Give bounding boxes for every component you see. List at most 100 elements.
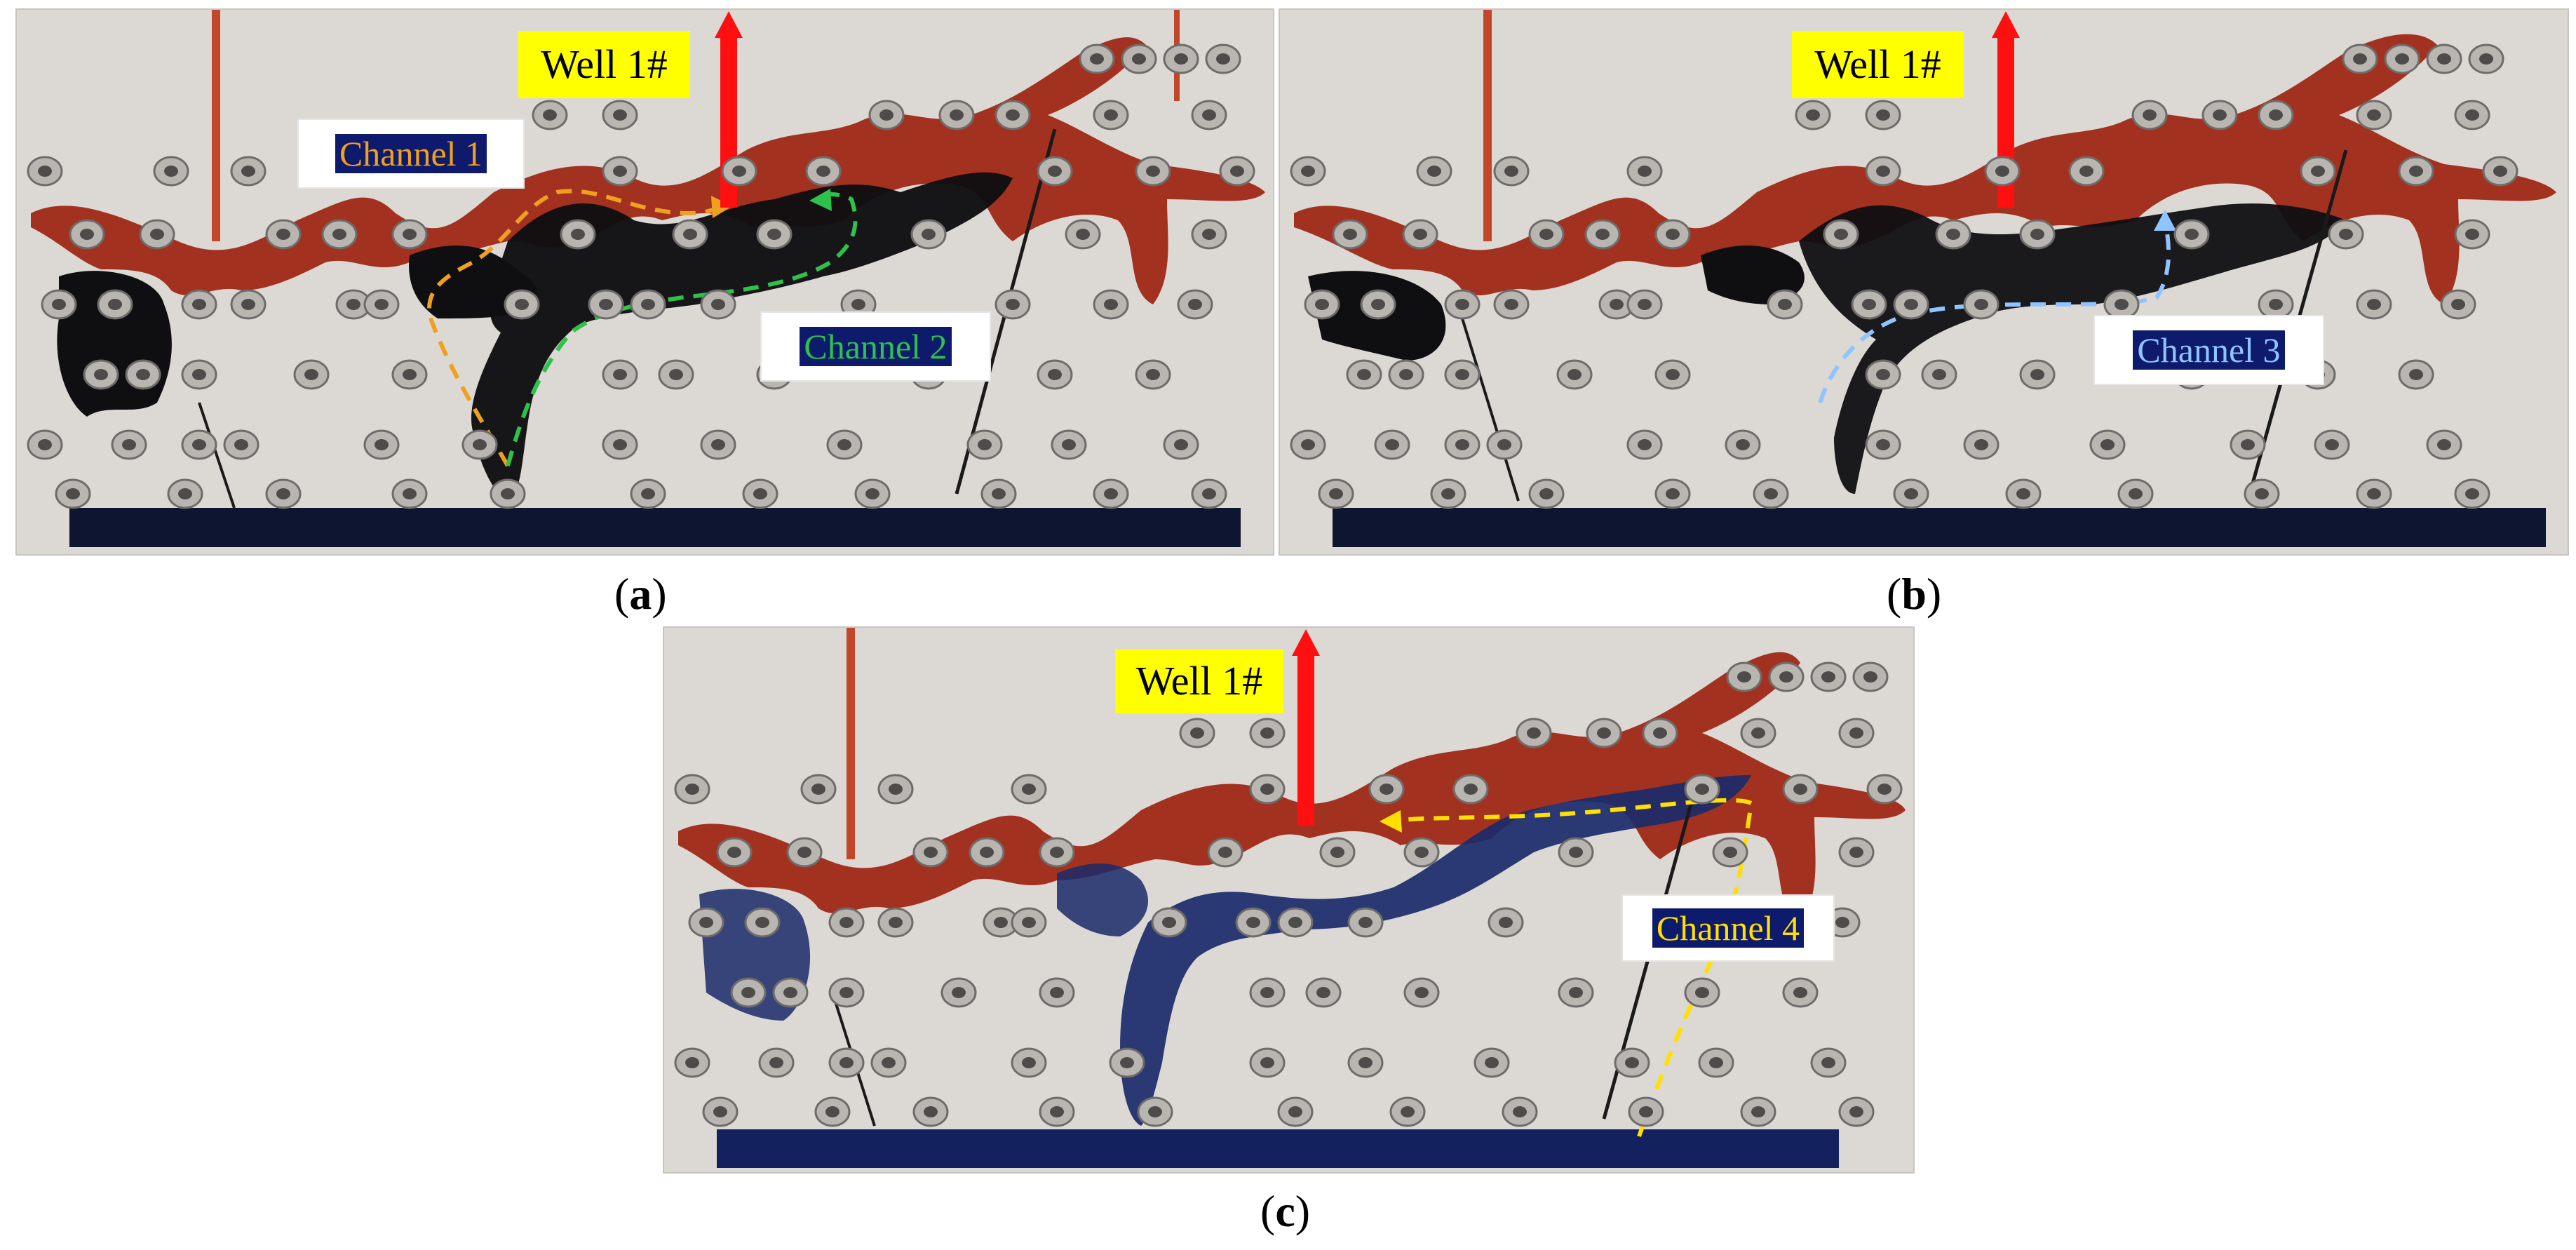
bolt-socket: [1499, 917, 1513, 928]
well-arrow-head: [1292, 629, 1320, 656]
bolt-socket: [1666, 369, 1680, 380]
bolt-socket: [1806, 109, 1820, 121]
bolt-socket: [699, 917, 713, 928]
bolt-socket: [178, 488, 192, 499]
bolt-socket: [403, 369, 417, 380]
panel-a-caption: (a): [614, 569, 667, 619]
bolt-socket: [1148, 1106, 1162, 1117]
bolt-socket: [108, 299, 122, 310]
bolt-socket: [1877, 784, 1891, 795]
bolt-socket: [1779, 671, 1793, 683]
bolt-socket: [839, 987, 854, 998]
bolt-socket: [613, 439, 627, 450]
bolt-socket: [403, 229, 417, 240]
bolt-socket: [1104, 488, 1118, 499]
bolt-socket: [1048, 166, 1062, 177]
bolt-socket: [1120, 1057, 1134, 1068]
bolt-socket: [164, 166, 178, 177]
bolt-socket: [1260, 1057, 1274, 1068]
bolt-socket: [797, 847, 811, 858]
water-region: [1799, 203, 2346, 494]
bolt-socket: [1653, 727, 1667, 739]
bolt-socket: [1050, 987, 1064, 998]
bolt-socket: [683, 229, 697, 240]
bolt-socket: [1146, 166, 1160, 177]
bolt-socket: [685, 1057, 699, 1068]
bolt-socket: [346, 299, 360, 310]
bolt-socket: [2367, 299, 2381, 310]
bolt-socket: [2325, 439, 2339, 450]
bolt-socket: [816, 166, 830, 177]
bolt-socket: [922, 229, 936, 240]
fracture-line: [1461, 318, 1520, 502]
bottom-bar: [1333, 508, 2546, 547]
bolt-socket: [1301, 439, 1315, 450]
bolt-socket: [1835, 917, 1849, 928]
bolt-socket: [304, 369, 318, 380]
panel-a-letter: a: [629, 569, 652, 619]
bolt-socket: [52, 299, 66, 310]
bolt-socket: [711, 439, 725, 450]
bolt-socket: [1455, 439, 1469, 450]
bolt-socket: [713, 1106, 727, 1117]
bolt-socket: [1504, 299, 1518, 310]
bolt-socket: [992, 488, 1006, 499]
bolt-socket: [2395, 53, 2409, 65]
bolt-socket: [1216, 53, 1230, 65]
bolt-socket: [276, 488, 290, 499]
bolt-socket: [2311, 166, 2325, 177]
bolt-socket: [1821, 671, 1835, 683]
bolt-socket: [879, 109, 893, 121]
bolt-socket: [1876, 369, 1890, 380]
bolt-socket: [1834, 229, 1848, 240]
bolt-socket: [613, 109, 627, 121]
panel-b-photo-scene: [1290, 10, 2556, 547]
bolt-socket: [1764, 488, 1778, 499]
bolt-socket: [1188, 299, 1202, 310]
bolt-socket: [851, 299, 865, 310]
channel-2-label-box: Channel 2: [760, 311, 991, 382]
bolt-socket: [150, 229, 164, 240]
bolt-socket: [1146, 369, 1160, 380]
bolt-socket: [38, 439, 52, 450]
well-label-text: Well 1#: [1135, 658, 1263, 704]
bolt-socket: [2409, 166, 2423, 177]
bolt-socket: [755, 917, 769, 928]
bolt-socket: [1202, 109, 1216, 121]
bolt-socket: [192, 369, 206, 380]
bolt-socket: [1415, 847, 1429, 858]
bolt-socket: [2016, 488, 2030, 499]
bolt-socket: [2100, 439, 2115, 450]
channel-3-path: [1818, 220, 2171, 403]
bolt-socket: [1022, 784, 1036, 795]
bolt-socket: [1174, 53, 1188, 65]
bolt-socket: [732, 166, 746, 177]
bolt-socket: [727, 847, 741, 858]
bolt-socket: [1736, 439, 1750, 450]
bolt-socket: [2339, 229, 2353, 240]
bolt-socket: [711, 299, 725, 310]
bolt-socket: [839, 917, 854, 928]
bolt-socket: [1358, 1057, 1373, 1068]
channel-3-arrowhead: [2154, 210, 2176, 231]
bottom-bar: [717, 1129, 1839, 1168]
bolt-socket: [889, 917, 903, 928]
panel-a-photo-scene: [27, 10, 1265, 547]
well-label: Well 1#: [518, 31, 690, 98]
bolt-socket: [1415, 987, 1429, 998]
bolt-socket: [1778, 299, 1792, 310]
bolt-socket: [66, 488, 80, 499]
bolt-socket: [1006, 299, 1020, 310]
bolt-socket: [2241, 439, 2255, 450]
bolt-socket: [1315, 299, 1329, 310]
bolt-socket: [1695, 784, 1709, 795]
panel-c-photo-scene: [674, 628, 1906, 1168]
bolt-socket: [1358, 917, 1373, 928]
bottom-bar: [69, 508, 1241, 547]
bolt-socket: [1104, 109, 1118, 121]
bolt-socket: [2465, 109, 2479, 121]
bolt-socket: [1132, 53, 1146, 65]
channel-1-label: Channel 1: [335, 133, 487, 174]
bolt-socket: [1904, 299, 1918, 310]
bolt-socket: [837, 439, 851, 450]
